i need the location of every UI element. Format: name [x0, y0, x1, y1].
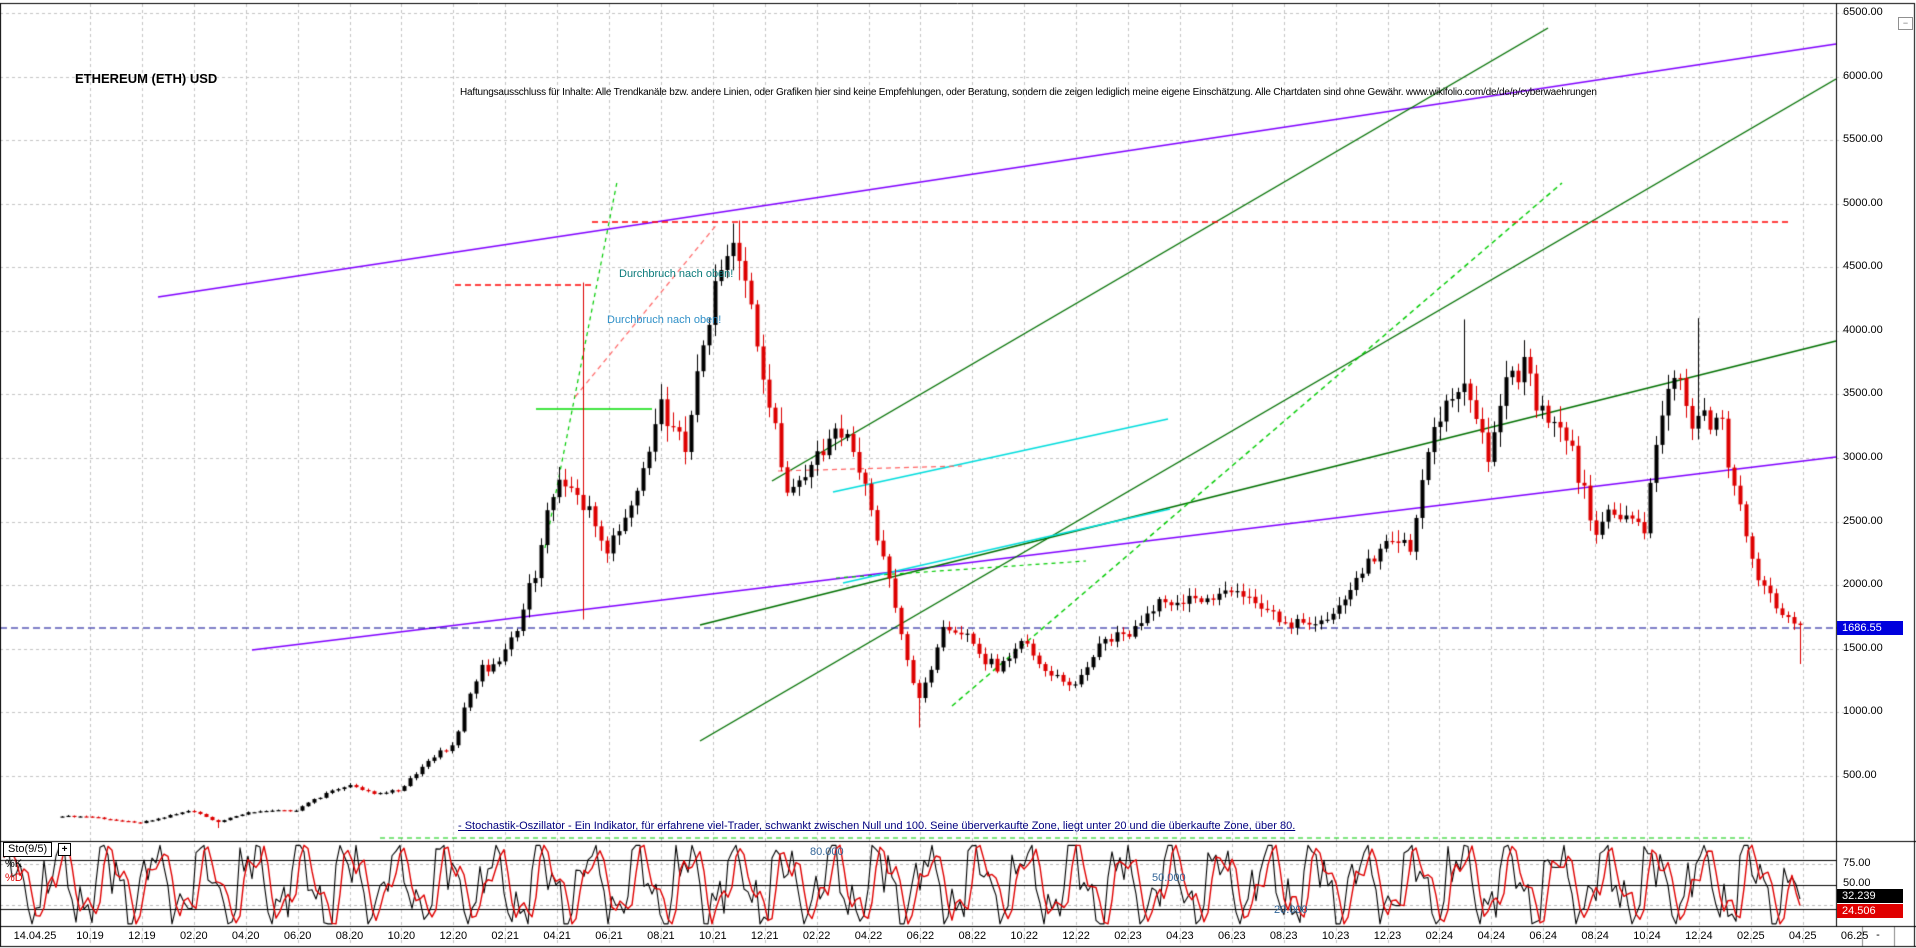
x-axis-label: 10.23: [1321, 930, 1350, 942]
price-axis-label: 4000.00: [1843, 323, 1883, 336]
x-axis-label: 06.24: [1529, 930, 1557, 942]
x-axis-label: 06.22: [906, 930, 935, 942]
stochastic-description: - Stochastik-Oszillator - Ein Indikator,…: [458, 820, 1296, 832]
sto-level-20-label: 20.000: [1274, 904, 1308, 916]
stochastic-k-label: %K: [5, 858, 23, 870]
x-axis-label: 04.20: [231, 930, 260, 942]
x-axis-label: 02.20: [180, 930, 208, 942]
current-price-badge: 1686.55: [1837, 621, 1903, 635]
annotation-breakout-upper: Durchbruch nach oben!: [619, 268, 734, 280]
indicator-add-button[interactable]: +: [58, 843, 71, 856]
sto-level-50-label: 50.000: [1152, 872, 1186, 884]
stochastic-d-value: 24.506: [1837, 904, 1903, 918]
minimize-icon[interactable]: −: [1898, 17, 1913, 30]
price-axis-label: 6500.00: [1843, 6, 1883, 18]
x-axis-label: 04.24: [1477, 930, 1506, 942]
x-axis-label: 02.22: [802, 930, 831, 942]
x-axis-label: 02.23: [1114, 930, 1142, 942]
x-axis-label: 12.20: [439, 930, 468, 942]
x-axis-label: 04.21: [543, 930, 571, 942]
x-axis-label: 10.19: [76, 930, 104, 942]
x-axis-label: 10.20: [387, 930, 416, 942]
x-axis-label: 12.19: [128, 930, 156, 942]
x-axis-label: 08.20: [335, 930, 364, 942]
x-axis-label: 10.22: [1010, 930, 1038, 942]
price-axis-label: 500.00: [1843, 768, 1877, 781]
price-axis-label: 2000.00: [1843, 578, 1883, 591]
x-axis-label: 12.23: [1373, 930, 1402, 942]
price-axis-label: 6000.00: [1843, 69, 1883, 82]
price-axis-label: 2500.00: [1843, 514, 1883, 527]
x-axis-label: 08.22: [958, 930, 987, 942]
x-axis-label: 06.21: [595, 930, 623, 942]
zoom-out-button[interactable]: -: [1876, 929, 1880, 941]
x-axis-label: 08.21: [647, 930, 675, 942]
x-axis-label: 12.22: [1062, 930, 1090, 942]
price-axis-label: 1500.00: [1843, 641, 1883, 654]
chart-title: ETHEREUM (ETH) USD: [75, 71, 218, 86]
price-axis-label: 5000.00: [1843, 196, 1883, 209]
x-axis-label: 12.21: [750, 930, 779, 942]
indicator-label-button[interactable]: Sto(9/5): [3, 842, 53, 857]
x-axis-label: 10.21: [699, 930, 727, 942]
x-axis-label: 06.23: [1218, 930, 1246, 942]
price-axis-label: 3500.00: [1843, 387, 1883, 400]
x-axis-label: 04.22: [854, 930, 883, 942]
sto-axis-50: 50.00: [1843, 877, 1871, 889]
x-axis-label: 06.20: [283, 930, 312, 942]
x-axis-label: 10.24: [1633, 930, 1661, 942]
disclaimer-text: Haftungsausschluss für Inhalte: Alle Tre…: [460, 87, 1597, 98]
price-axis-label: 3000.00: [1843, 451, 1883, 464]
x-axis-start-label: 14.04.25: [13, 930, 57, 942]
x-axis-label: 12.24: [1685, 930, 1713, 942]
x-axis-label: 02.25: [1737, 930, 1765, 942]
stochastic-k-value: 32.239: [1837, 889, 1903, 903]
x-axis-label: 08.23: [1269, 930, 1298, 942]
price-axis-label: 4500.00: [1843, 260, 1883, 273]
stochastic-d-label: %D: [5, 872, 23, 884]
price-axis-label: 5500.00: [1843, 133, 1883, 146]
x-axis-label: 06.25: [1840, 930, 1869, 942]
x-axis-label: 02.21: [491, 930, 519, 942]
x-axis-label: 04.23: [1166, 930, 1194, 942]
x-axis-label: 02.24: [1425, 930, 1454, 942]
x-axis-label: 08.24: [1581, 930, 1609, 942]
x-axis-label: 04.25: [1788, 930, 1817, 942]
price-axis-label: 1000.00: [1843, 705, 1883, 718]
sto-axis-75: 75.00: [1843, 857, 1871, 869]
annotation-breakout-lower: Durchbruch nach oben!: [607, 314, 722, 326]
sto-level-80-label: 80.000: [810, 846, 844, 858]
